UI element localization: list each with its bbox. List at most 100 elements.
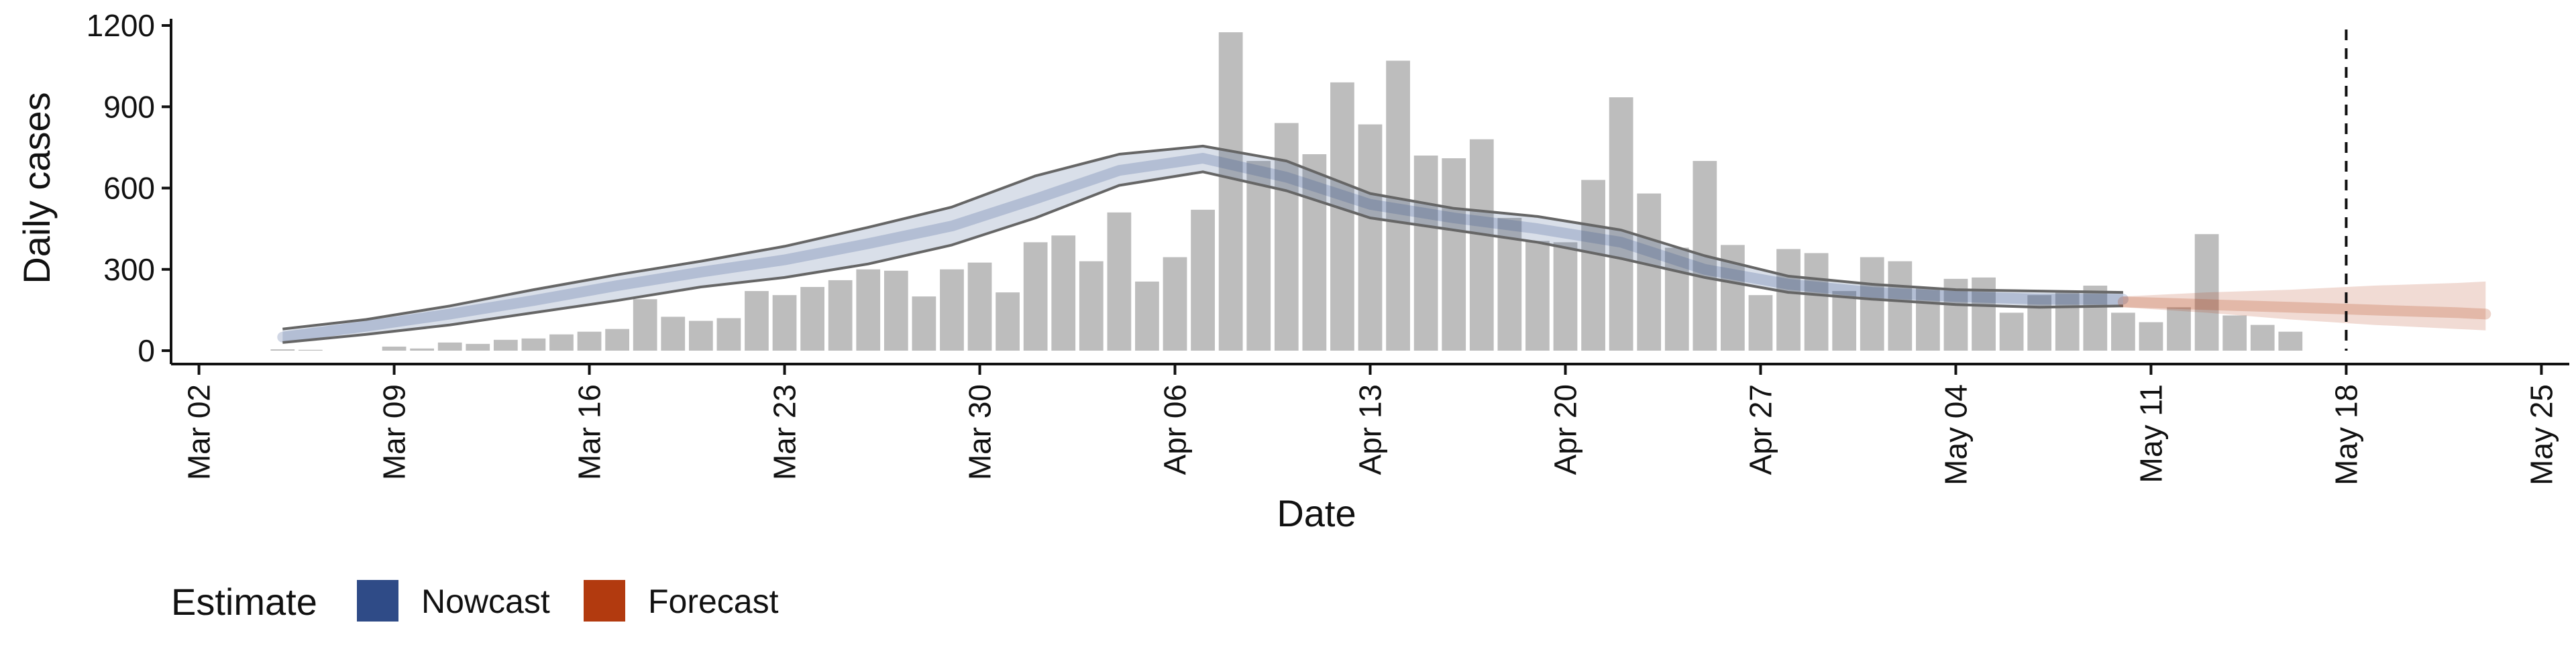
- bar: [1442, 158, 1466, 351]
- bar: [1191, 209, 1215, 351]
- bar: [688, 320, 713, 351]
- bar: [1023, 242, 1048, 351]
- x-axis-title: Date: [1277, 492, 1356, 534]
- bar: [772, 295, 797, 351]
- bar: [466, 343, 490, 351]
- nowcast-legend-label: Nowcast: [421, 583, 550, 620]
- bar: [1330, 82, 1354, 351]
- reported-cases-bars: [270, 32, 2303, 351]
- bar: [1107, 212, 1132, 351]
- bar: [1358, 124, 1383, 351]
- legend: Estimate Nowcast Forecast: [171, 580, 779, 623]
- x-tick-label: Mar 30: [963, 384, 998, 480]
- y-tick-label: 300: [103, 252, 155, 287]
- bar: [1051, 235, 1076, 351]
- y-tick-label: 1200: [87, 8, 155, 43]
- bar: [1079, 261, 1104, 351]
- bar: [856, 269, 881, 351]
- bar: [549, 334, 574, 351]
- bar: [661, 316, 686, 351]
- x-tick-label: May 11: [2133, 384, 2168, 483]
- bar: [1218, 32, 1243, 351]
- bar: [1469, 139, 1494, 351]
- bar: [1664, 247, 1689, 351]
- bar: [1832, 291, 1857, 351]
- nowcast-lower-line: [282, 170, 2123, 344]
- bar: [1888, 261, 1913, 351]
- forecast-band: [2123, 281, 2486, 331]
- bar: [1637, 193, 1662, 351]
- legend-title: Estimate: [171, 581, 317, 623]
- bar: [1860, 257, 1884, 351]
- bar: [1999, 312, 2024, 351]
- bar: [2055, 291, 2080, 351]
- bar: [800, 287, 824, 351]
- forecast-legend-label: Forecast: [648, 583, 779, 620]
- bar: [967, 262, 992, 351]
- bar: [1972, 277, 1996, 351]
- y-axis-title: Daily cases: [15, 92, 58, 284]
- bar: [996, 292, 1020, 351]
- bar: [1302, 154, 1327, 351]
- bar: [1246, 161, 1271, 351]
- bar: [410, 348, 435, 351]
- bar: [2167, 307, 2191, 351]
- x-tick-label: Apr 06: [1158, 384, 1193, 475]
- estimate-bands: [282, 145, 2486, 343]
- nowcast-legend-swatch: [357, 580, 398, 622]
- bar: [1581, 180, 1605, 351]
- bar: [633, 299, 657, 351]
- x-tick-label: Apr 20: [1548, 384, 1582, 475]
- bar: [437, 342, 462, 351]
- bar: [2027, 295, 2052, 351]
- forecast-median-line: [2117, 296, 2491, 320]
- bar: [745, 291, 769, 351]
- bar: [1609, 97, 1633, 351]
- x-tick-label: Apr 13: [1353, 384, 1388, 475]
- x-tick-label: Mar 16: [572, 384, 607, 480]
- bar: [2139, 322, 2163, 351]
- x-tick-label: Mar 23: [767, 384, 802, 480]
- bar: [493, 339, 518, 351]
- x-tick-label: May 25: [2524, 384, 2559, 485]
- x-tick-label: May 18: [2328, 384, 2363, 485]
- bar: [270, 349, 295, 351]
- bar: [883, 270, 908, 351]
- bar: [1163, 257, 1187, 351]
- x-tick-label: May 04: [1938, 384, 1973, 485]
- nowcast-upper-line: [282, 144, 2123, 331]
- bar: [1748, 295, 1773, 351]
- bar: [716, 318, 741, 351]
- x-tick-label: Mar 09: [377, 384, 412, 480]
- bar: [2222, 315, 2247, 351]
- y-tick-label: 0: [138, 333, 155, 368]
- bar: [1916, 288, 1940, 351]
- bar: [1525, 241, 1550, 351]
- bar: [1776, 249, 1801, 351]
- y-tick-label: 600: [103, 171, 155, 206]
- bar: [2250, 325, 2275, 351]
- nowcast-median-line: [277, 153, 2129, 343]
- bar: [605, 329, 629, 351]
- bar: [940, 269, 964, 351]
- y-axis-ticks: 0 300 600 900 1200: [87, 8, 171, 368]
- bar: [1804, 253, 1829, 351]
- bar: [577, 331, 602, 351]
- y-tick-label: 900: [103, 89, 155, 124]
- bar: [1274, 123, 1299, 351]
- bar: [912, 296, 936, 351]
- bar: [521, 338, 546, 351]
- forecast-legend-swatch: [584, 580, 625, 622]
- bar: [1386, 60, 1410, 351]
- bar: [2194, 234, 2219, 351]
- bar: [2083, 286, 2108, 351]
- bar: [1135, 281, 1159, 351]
- bar: [1413, 156, 1438, 351]
- x-tick-label: Apr 27: [1743, 384, 1778, 475]
- bar: [2111, 312, 2135, 351]
- bar: [828, 280, 853, 351]
- x-tick-label: Mar 02: [182, 384, 217, 480]
- x-axis-ticks: Mar 02 Mar 09 Mar 16 Mar 23 Mar 30 Apr 06 Apr …: [182, 364, 2559, 485]
